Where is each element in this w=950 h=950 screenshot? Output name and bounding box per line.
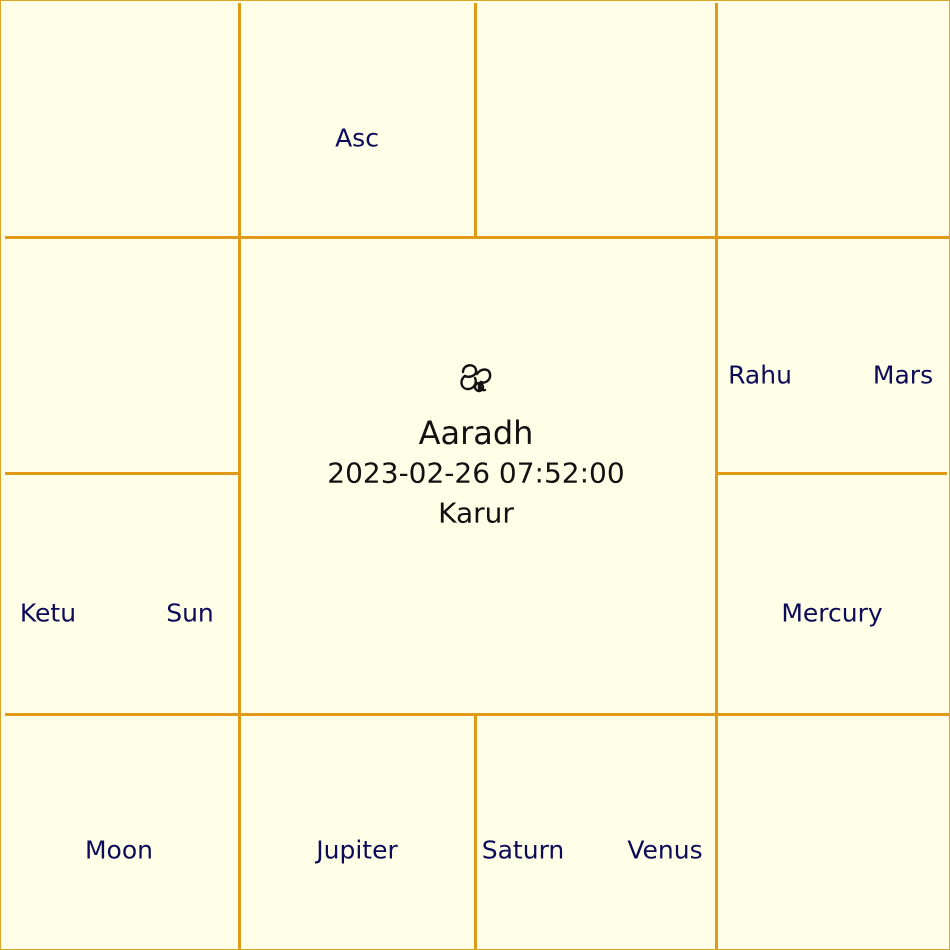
- grid-line-col-3: [715, 3, 718, 949]
- house-bottom-4-planet: Moon: [84, 835, 154, 865]
- grid-line-col-2-bottom: [474, 713, 477, 949]
- house-right-1-planet: Rahu: [728, 360, 792, 390]
- grid-line-col-1: [238, 3, 241, 949]
- grid-line-top: [5, 236, 949, 239]
- house-bottom-2-planet: Venus: [627, 835, 703, 865]
- grid-line-middle-left: [5, 472, 239, 475]
- center-name: Aaradh: [418, 414, 534, 452]
- grid-line-bottom: [5, 713, 949, 716]
- om-icon: [460, 364, 492, 393]
- grid-line-col-2-top: [474, 3, 477, 238]
- center-place: Karur: [438, 496, 514, 530]
- house-left-2-planet: Ketu: [19, 598, 77, 628]
- house-right-2-planet: Mercury: [781, 598, 883, 628]
- house-top-2-planet: Asc: [335, 123, 379, 153]
- center-datetime: 2023-02-26 07:52:00: [327, 456, 625, 490]
- grid-line-middle-right: [717, 472, 947, 475]
- house-right-1-planet: Mars: [872, 360, 934, 390]
- house-left-2-planet: Sun: [166, 598, 214, 628]
- house-bottom-2-planet: Saturn: [481, 835, 565, 865]
- house-bottom-3-planet: Jupiter: [316, 835, 398, 865]
